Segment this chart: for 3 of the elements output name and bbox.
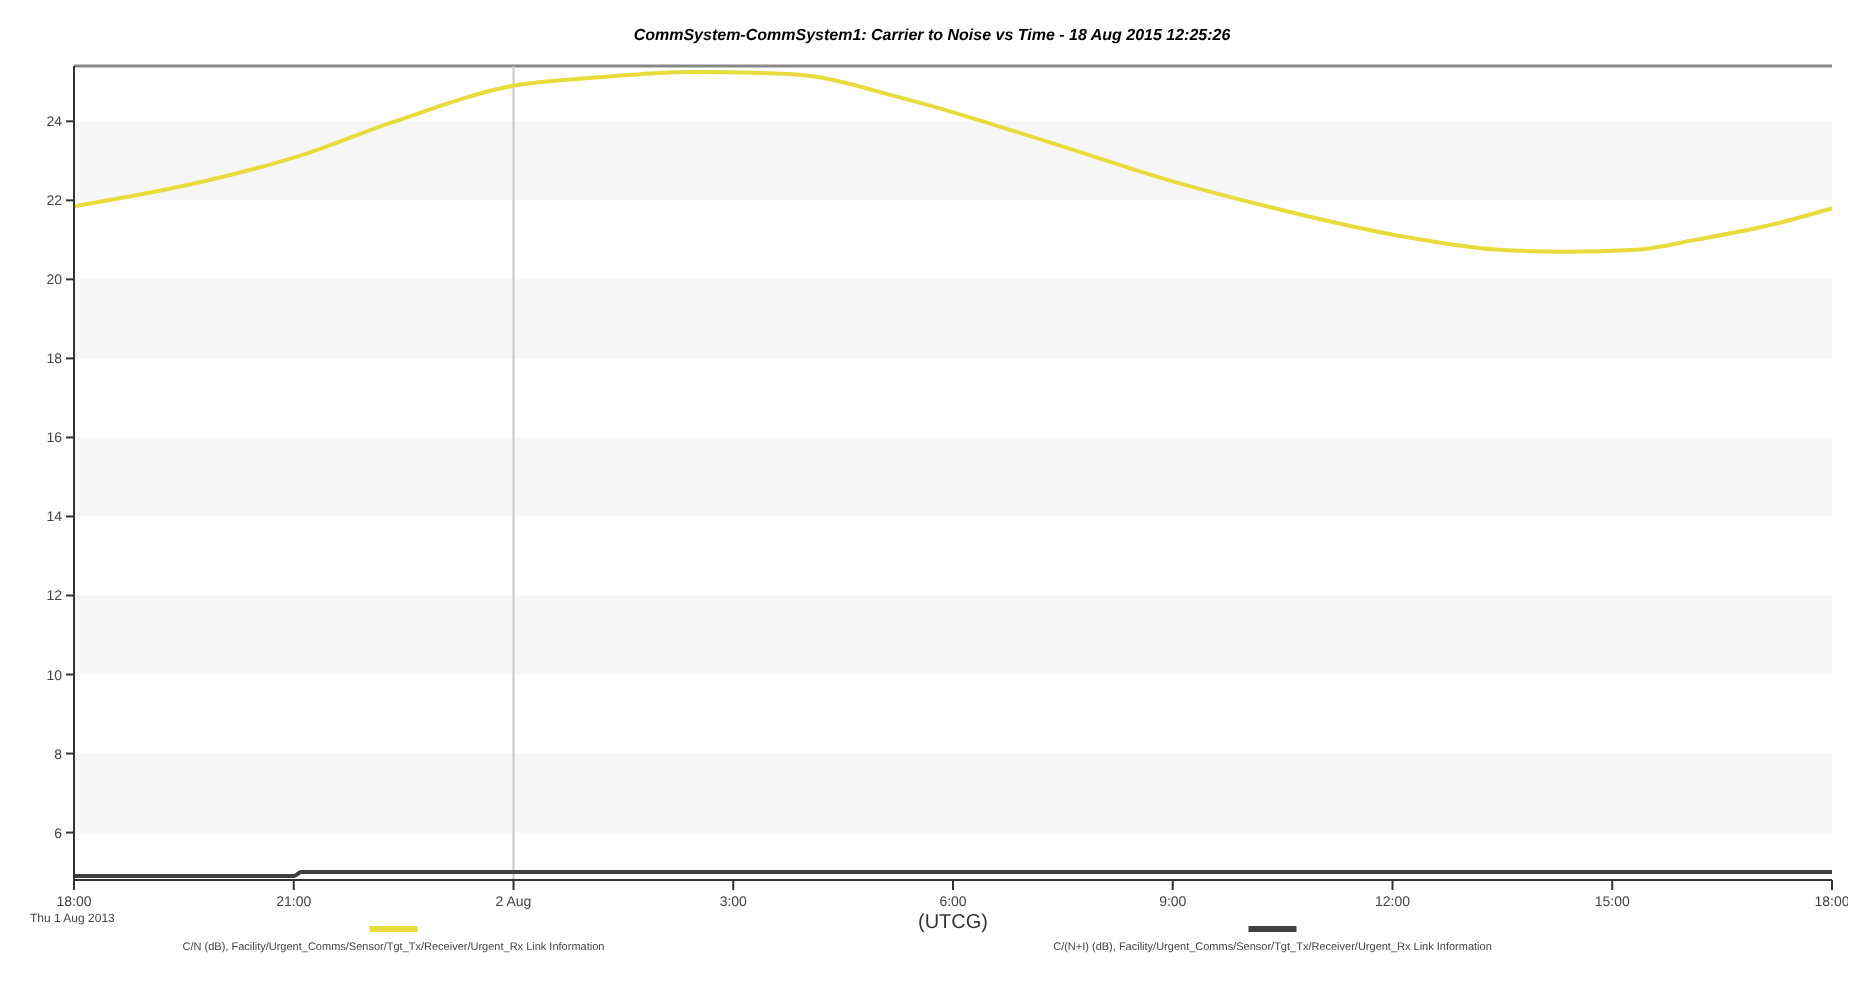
chart-title: CommSystem-CommSystem1: Carrier to Noise vs Time - 18 Aug 2015 12:25:26 bbox=[633, 26, 1232, 44]
x-axis-title: (UTCG) bbox=[918, 912, 988, 934]
line-series bbox=[72, 69, 1834, 254]
